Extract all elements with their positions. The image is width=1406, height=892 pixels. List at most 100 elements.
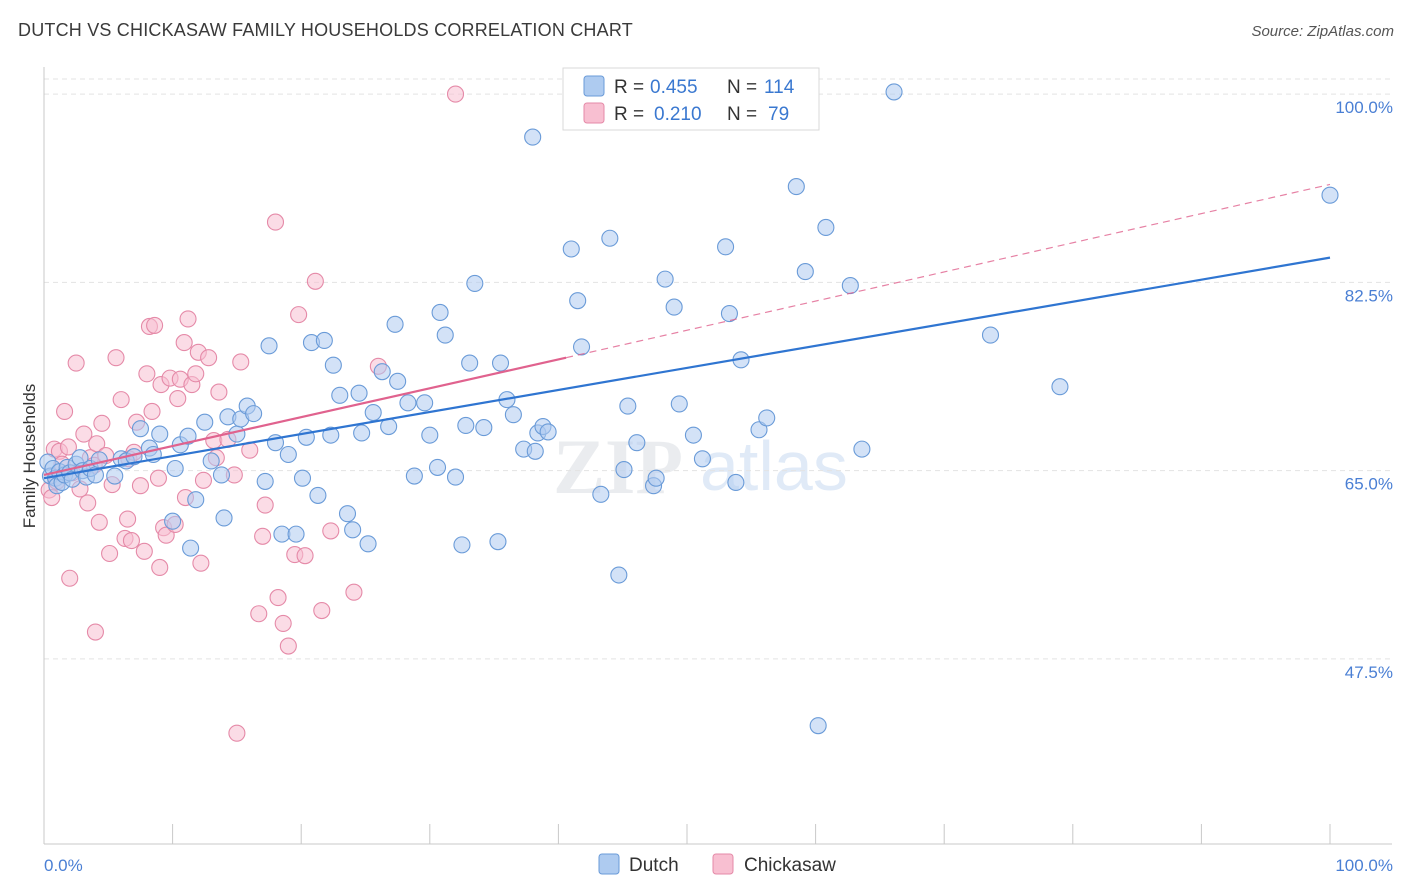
dutch-n-value: 114 <box>764 77 795 98</box>
dutch-point <box>717 238 735 256</box>
dutch-r-value: 0.455 <box>650 77 698 98</box>
chickasaw-bottom-swatch[interactable] <box>712 853 734 875</box>
chickasaw-point <box>290 306 308 324</box>
dutch-point <box>164 512 182 530</box>
chickasaw-point <box>187 365 205 383</box>
dutch-point <box>212 466 231 484</box>
dutch-point <box>504 406 522 424</box>
dutch-point <box>245 405 263 423</box>
dutch-point <box>287 525 305 543</box>
gridlines <box>44 78 1392 660</box>
chickasaw-point <box>101 544 119 563</box>
dutch-point <box>809 717 827 735</box>
chickasaw-point <box>143 402 161 421</box>
dutch-point <box>386 315 404 333</box>
chickasaw-point <box>75 425 93 443</box>
dutch-point <box>182 539 200 557</box>
chickasaw-point <box>90 513 108 531</box>
dutch-point <box>610 566 628 584</box>
dutch-point <box>656 270 674 288</box>
dutch-point <box>457 416 475 435</box>
dutch-point <box>1051 378 1069 396</box>
chickasaw-point <box>446 85 465 103</box>
dutch-point <box>453 536 471 554</box>
dutch-point <box>309 486 327 504</box>
dutch-point <box>428 458 447 476</box>
dutch-point <box>758 409 776 427</box>
stats-legend-box <box>562 67 820 131</box>
dutch-point <box>338 505 357 523</box>
y-tick-label: 82.5% <box>1345 286 1393 305</box>
dutch-point <box>359 535 377 553</box>
dutch-trend-line <box>43 256 1331 480</box>
chickasaw-point <box>210 383 228 401</box>
chickasaw-point <box>266 213 285 231</box>
chickasaw-point <box>256 496 274 514</box>
y-tick-label: 65.0% <box>1345 475 1393 494</box>
dutch-r-label: R = <box>614 77 644 98</box>
dutch-point <box>601 229 619 247</box>
dutch-point <box>389 372 407 390</box>
dutch-point <box>647 469 665 487</box>
dutch-point <box>131 420 149 438</box>
dutch-point <box>787 178 805 196</box>
y-tick-label: 100.0% <box>1335 98 1393 117</box>
dutch-point <box>416 394 434 412</box>
dutch-bottom-label[interactable]: Dutch <box>629 855 679 876</box>
dutch-point <box>796 263 814 281</box>
dutch-point <box>399 394 417 412</box>
chickasaw-point <box>122 532 140 550</box>
dutch-point <box>279 445 297 464</box>
dutch-point <box>665 298 683 316</box>
chickasaw-point <box>146 316 164 334</box>
dutch-point <box>562 240 580 258</box>
dutch-point <box>436 326 454 344</box>
chickasaw-trend-line <box>43 356 567 477</box>
dutch-point <box>315 331 333 350</box>
chickasaw-point <box>274 614 292 632</box>
dutch-point <box>405 467 423 485</box>
dutch-point <box>817 218 835 237</box>
dutch-point <box>324 356 342 374</box>
dutch-point <box>344 521 362 539</box>
chickasaw-point <box>138 365 156 383</box>
chickasaw-trend-extension <box>565 183 1331 359</box>
dutch-point <box>353 424 371 442</box>
chart-title: DUTCH VS CHICKASAW FAMILY HOUSEHOLDS COR… <box>18 20 633 40</box>
dutch-point <box>364 403 382 422</box>
chickasaw-r-label: R = <box>614 104 644 125</box>
y-tick-labels: 47.5% 65.0% 82.5% 100.0% <box>1335 98 1393 682</box>
dutch-point <box>106 467 124 485</box>
dutch-point <box>727 473 745 492</box>
dutch-point <box>539 423 557 441</box>
chickasaw-point <box>345 583 363 601</box>
dutch-point <box>187 491 205 509</box>
dutch-point <box>373 363 391 381</box>
chickasaw-n-value: 79 <box>768 104 789 125</box>
dutch-point <box>720 305 738 323</box>
chickasaw-point <box>107 349 125 367</box>
chickasaw-bottom-label[interactable]: Chickasaw <box>744 855 836 876</box>
dutch-point <box>491 354 510 372</box>
chickasaw-point <box>313 601 331 620</box>
chickasaw-point <box>61 569 79 587</box>
y-axis-label: Family Households <box>20 384 39 529</box>
chickasaw-point <box>169 390 187 408</box>
chickasaw-point <box>131 477 149 495</box>
dutch-point <box>228 425 246 443</box>
chickasaw-point <box>59 438 77 456</box>
chickasaw-point <box>67 354 85 372</box>
dutch-point <box>670 395 688 413</box>
dutch-point <box>475 419 493 437</box>
dutch-point <box>151 425 169 443</box>
dutch-point <box>90 451 108 469</box>
chickasaw-point <box>86 623 104 641</box>
x-tick-label: 0.0% <box>44 856 83 875</box>
dutch-point <box>572 338 591 356</box>
dutch-point <box>421 426 439 444</box>
chickasaw-point <box>232 353 250 371</box>
dutch-bottom-swatch[interactable] <box>598 853 620 875</box>
x-tick-labels: 0.0% 100.0% <box>44 856 1393 875</box>
dutch-point <box>853 440 871 458</box>
